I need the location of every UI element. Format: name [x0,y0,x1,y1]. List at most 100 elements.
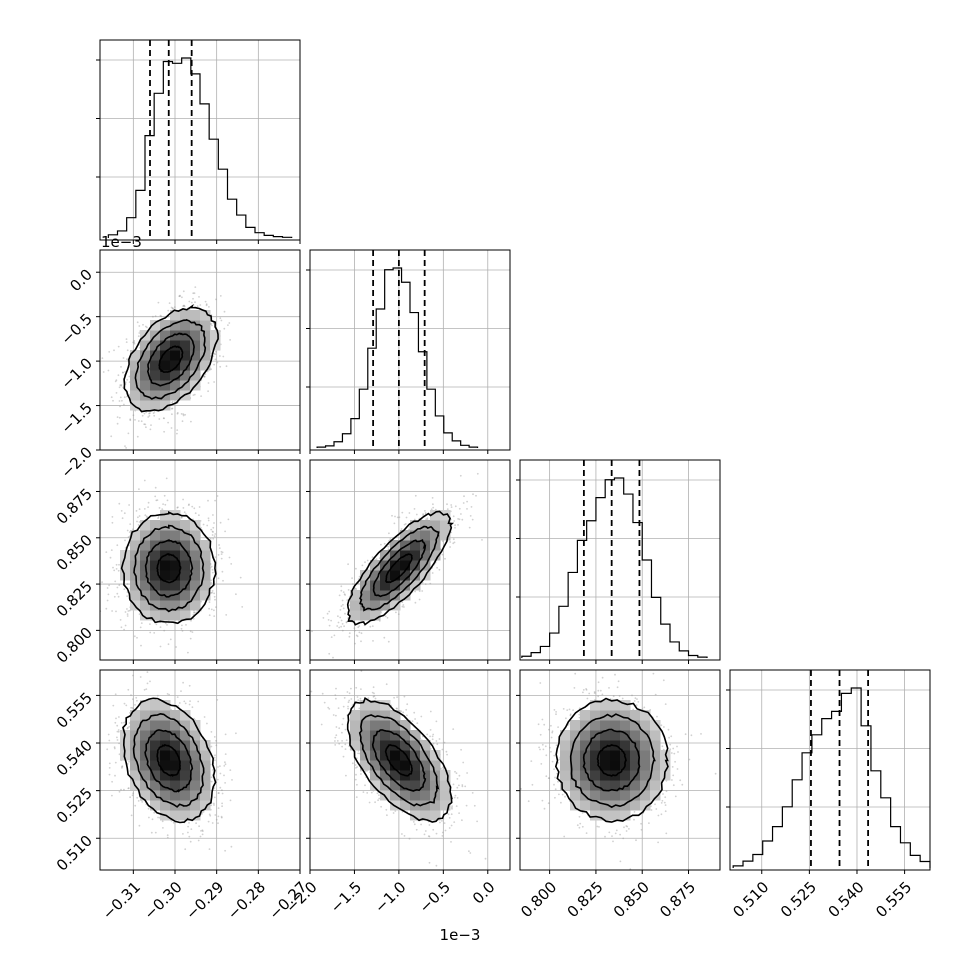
scatter-point [120,366,122,368]
scatter-point [215,350,217,353]
density-cell [360,570,371,581]
scatter-point [389,538,392,540]
scatter-point [446,503,448,506]
scatter-point [194,512,197,515]
scatter-point [119,405,121,408]
density-cell [140,580,151,591]
scatter-point [404,523,407,525]
scatter-point [182,413,185,416]
scatter-point [116,416,119,418]
scatter-point [214,353,217,356]
density-cell [210,330,221,341]
scatter-point [430,508,433,511]
density-cell [410,570,421,581]
scatter-point [366,559,369,562]
scatter-point [178,295,181,298]
scatter-point [211,590,214,592]
density-cell [390,580,401,591]
density-cell [120,570,131,581]
density-cell [180,350,191,361]
scatter-point [110,435,113,438]
density-cell [180,550,191,561]
scatter-point [341,629,344,632]
density-cell [130,590,141,601]
scatter-point [396,516,399,519]
scatter-point [143,508,146,510]
scatter-point [182,305,185,308]
scatter-point [144,423,147,426]
density-cell [390,590,401,601]
histogram-param_1 [316,267,479,448]
scatter-point [401,511,404,514]
density-cell [170,360,181,371]
scatter-point [225,365,228,368]
scatter-point [198,506,201,508]
density-cell [170,530,181,541]
density-cell [160,570,171,581]
scatter-point [133,340,136,342]
scatter-point [182,304,185,307]
density-cell [200,330,211,341]
density-cell [170,570,181,581]
scatter-point [210,780,213,783]
density-cell [160,340,171,351]
scatter-point [115,392,118,394]
scatter-point [136,796,139,799]
scatter-point [361,564,364,567]
scatter-point [357,626,360,629]
scatter-point [345,621,348,624]
scatter-point [475,494,477,497]
scatter-point [190,301,193,304]
density-cell [180,310,191,321]
density-cell [150,610,161,621]
density-cell [200,550,211,561]
scatter-point [235,593,237,596]
scatter-point [452,542,455,545]
scatter-point [143,479,146,482]
density-cell [150,360,161,371]
scatter-point [450,504,453,506]
scatter-point [223,310,226,313]
scatter-point [163,417,165,420]
density-cell [180,520,191,531]
scatter-point [461,518,464,521]
density-cell [370,560,381,571]
density-cell [190,550,201,561]
density-cell [360,600,371,611]
scatter-point [164,622,167,625]
scatter-point [149,428,152,431]
scatter-point [217,577,220,580]
scatter-point [470,506,473,508]
scatter-point [403,606,405,608]
scatter-point [176,432,178,435]
contour-1.5-sigma [134,318,207,400]
scatter-point [189,637,192,640]
density-cell [160,510,171,521]
density-cell [200,580,211,591]
density-cell [160,610,171,621]
scatter-point [168,302,171,304]
scatter-point [195,822,198,825]
density-cell [140,600,151,611]
scatter-point [219,521,222,524]
scatter-point [380,611,382,614]
scatter-point [179,294,181,297]
scatter-point [120,626,123,629]
scatter-point [408,512,411,514]
scatter-point [228,322,231,324]
scatter-point [413,508,416,510]
scatter-point [138,515,141,517]
scatter-point [229,799,232,802]
scatter-point [325,666,327,668]
scatter-point [165,477,168,480]
scatter-point [115,610,117,613]
scatter-point [154,486,157,489]
scatter-point [123,628,125,631]
scatter-point [105,551,108,553]
scatter-point [220,319,223,322]
density-cell [170,600,181,611]
scatter-point [153,414,156,417]
density-cell [150,520,161,531]
scatter-point [457,518,459,520]
scatter-point [344,594,346,596]
